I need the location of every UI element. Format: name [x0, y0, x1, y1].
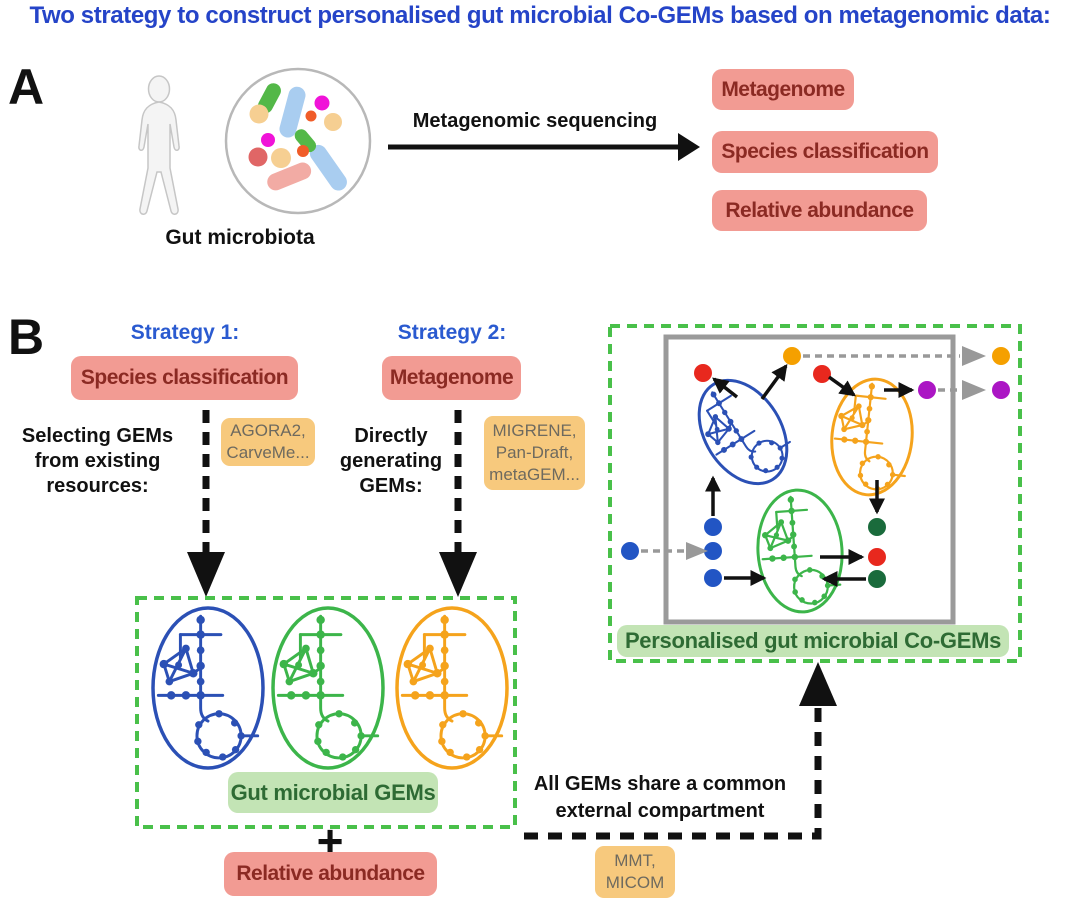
cogems-box-outline: [608, 324, 1022, 663]
green-metabolite-dot: [868, 518, 886, 536]
human-icon: [138, 75, 180, 215]
panel-b-label: B: [8, 309, 45, 365]
microbiota-shapes: [248, 83, 347, 191]
gem-network-green: [271, 606, 385, 770]
orange-metabolite-dot: [783, 347, 801, 365]
blue-metabolite-dot: [704, 542, 722, 560]
relative-abundance-box-b: Relative abundance: [224, 852, 437, 896]
sequencing-arrow: [388, 133, 700, 161]
gem-network-blue: [151, 606, 265, 770]
exchange-arrowheads-gray: [686, 346, 986, 560]
strategy1-tools-box: AGORA2, CarveMe...: [221, 418, 315, 466]
red-metabolite-dot: [868, 548, 886, 566]
blue-metabolite-dot: [704, 518, 722, 536]
reaction-arrows: [704, 364, 915, 588]
species-classification-box: Species classification: [712, 131, 938, 173]
orange-metabolite-dot: [992, 347, 1010, 365]
metagenome-box: Metagenome: [712, 69, 854, 110]
figure-title: Two strategy to construct personalised g…: [29, 2, 1051, 29]
strategy2-dashed-arrow: [439, 410, 477, 597]
green-metabolite-dot: [868, 570, 886, 588]
strategy2-input-box: Metagenome: [382, 356, 521, 400]
external-compartment-frame: [663, 334, 956, 625]
blue-metabolite-dot: [704, 569, 722, 587]
cogem-network-blue: [686, 370, 801, 495]
blue-metabolite-dot: [621, 542, 639, 560]
cogems-label-box: Personalised gut microbial Co-GEMs: [617, 625, 1009, 657]
gems-box-outline: [135, 596, 517, 829]
sequencing-arrow-label: Metagenomic sequencing: [412, 110, 658, 132]
relative-abundance-box: Relative abundance: [712, 190, 927, 231]
purple-metabolite-dot: [992, 381, 1010, 399]
purple-metabolite-dot: [918, 381, 936, 399]
strategy1-input-box: Species classification: [71, 356, 298, 400]
gem-network-orange: [395, 606, 509, 770]
microbiota-circle: [224, 67, 372, 215]
share-note-text: All GEMs share a common external compart…: [533, 773, 787, 822]
strategy1-method-text: Selecting GEMs from existing resources:: [21, 425, 174, 497]
metabolite-dots: [621, 347, 1010, 588]
gems-label-box: Gut microbial GEMs: [228, 772, 438, 813]
cogem-network-green: [756, 488, 844, 614]
panel-a-label: A: [8, 59, 45, 115]
strategy1-heading: Strategy 1:: [130, 321, 240, 344]
red-metabolite-dot: [813, 365, 831, 383]
exchange-arrows-gray: [641, 354, 960, 553]
strategy2-heading: Strategy 2:: [397, 321, 507, 344]
cogem-network-orange: [828, 377, 916, 497]
strategy2-method-text: Directly generating GEMs:: [339, 425, 443, 497]
red-metabolite-dot: [694, 364, 712, 382]
strategy1-dashed-arrow: [187, 410, 225, 597]
share-dashed-arrow: [524, 662, 837, 840]
strategy2-tools-box: MIGRENE, Pan-Draft, metaGEM...: [484, 416, 585, 490]
gut-microbiota-caption: Gut microbiota: [165, 226, 315, 249]
share-tools-box: MMT, MICOM: [595, 846, 675, 898]
